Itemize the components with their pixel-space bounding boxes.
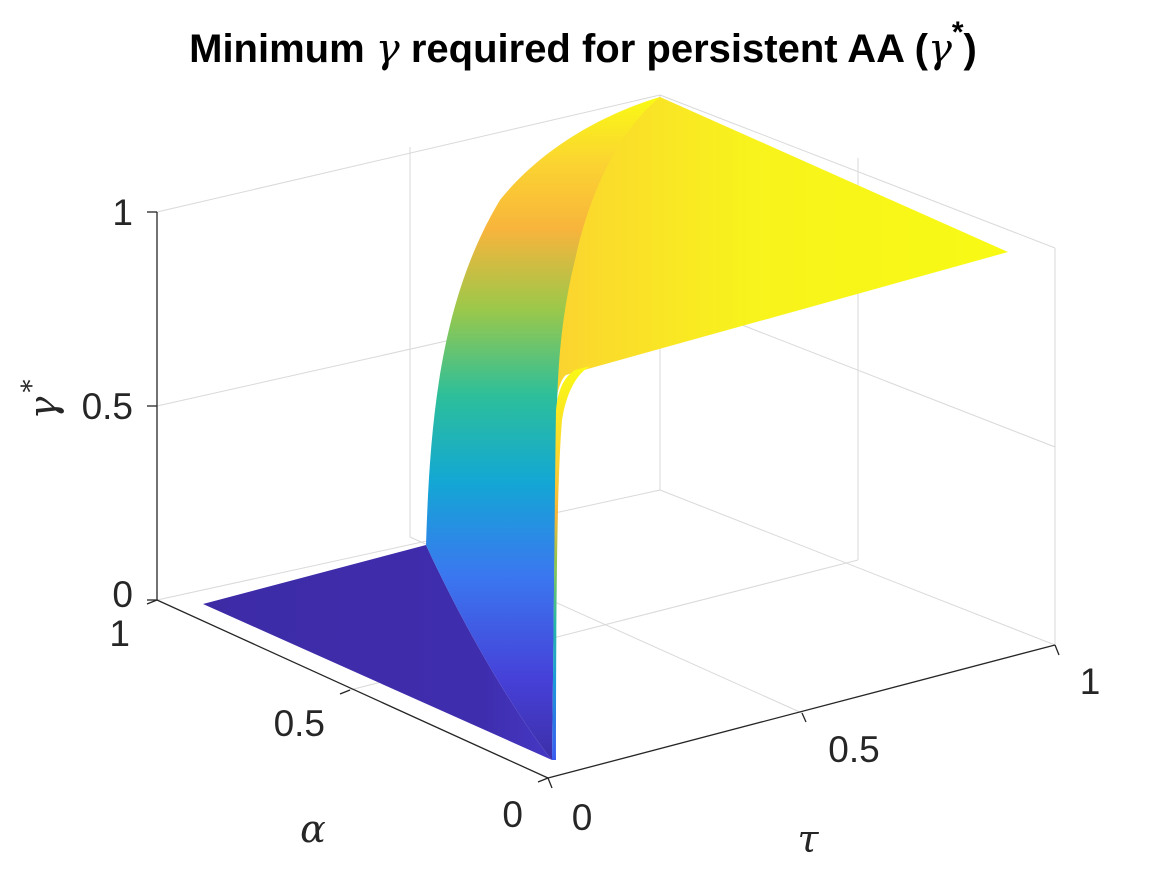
tau-tick-label: 0.5	[828, 729, 879, 770]
z-tick-label: 1	[112, 192, 133, 233]
svg-text:*: *	[17, 380, 47, 393]
z-tick-label: 0	[112, 574, 133, 615]
alpha-axis	[156, 599, 549, 779]
surface-riser-right	[552, 366, 590, 760]
z-tick-labels: 1 0.5 0	[82, 192, 133, 615]
z-axis-label: γ *	[17, 380, 65, 420]
tau-axis-label: τ	[797, 817, 819, 861]
surface-riser-left	[426, 97, 660, 760]
surface	[203, 97, 1008, 760]
tau-tick-label: 0	[572, 797, 593, 838]
alpha-tick-labels: 1 0.5 0	[109, 613, 523, 835]
tau-tick-labels: 0 0.5 1	[572, 661, 1101, 838]
surface-low-plateau	[203, 545, 552, 760]
alpha-tick-label: 1	[109, 613, 130, 654]
alpha-tick-label: 0	[502, 794, 523, 835]
alpha-tick-label: 0.5	[274, 703, 325, 744]
chart-title: Minimum γ required for persistent AA (γ*…	[189, 16, 977, 72]
svg-text:γ: γ	[21, 396, 65, 419]
z-tick-label: 0.5	[82, 386, 133, 427]
tau-axis	[547, 644, 1056, 779]
alpha-axis-label: α	[300, 807, 326, 851]
tau-tick-label: 1	[1080, 661, 1101, 702]
svg-text:Minimum γ required for persist: Minimum γ required for persistent AA (γ*…	[189, 16, 977, 72]
axes	[146, 211, 1060, 789]
